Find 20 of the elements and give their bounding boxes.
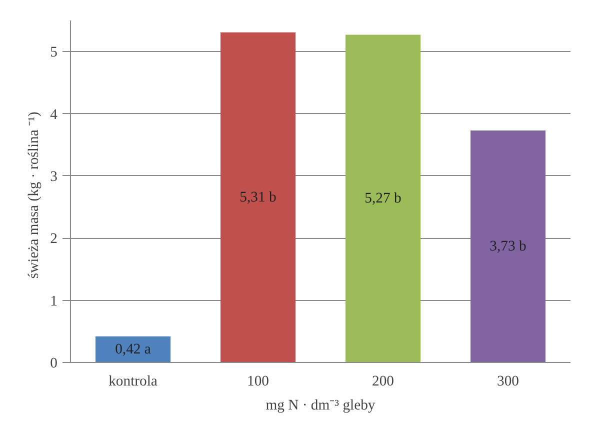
y-tick-label: 3: [50, 168, 58, 185]
y-tick-label: 0: [50, 356, 58, 372]
x-tick-label: 200: [372, 374, 394, 390]
y-tick-label: 4: [50, 106, 58, 123]
bar: [346, 34, 420, 362]
data-label: 5,31 b: [240, 189, 276, 206]
bar: [470, 130, 546, 362]
x-tick-label: 100: [247, 374, 269, 390]
bar: [96, 336, 170, 362]
data-label: 0,42 a: [115, 341, 152, 358]
x-axis-title: mg N · dm⁻³ gleby: [266, 398, 376, 414]
data-label: 5,27 b: [364, 190, 402, 207]
y-tick-label: 2: [50, 231, 58, 248]
x-tick-label: kontrola: [108, 374, 158, 390]
x-tick-label: 300: [497, 374, 519, 390]
y-tick-label: 1: [50, 293, 58, 310]
y-tick-label: 5: [50, 44, 58, 61]
data-label: 3,73 b: [490, 238, 526, 255]
y-axis-title: świeża masa (kg · roślina ⁻¹): [26, 112, 42, 279]
bar: [220, 32, 296, 362]
